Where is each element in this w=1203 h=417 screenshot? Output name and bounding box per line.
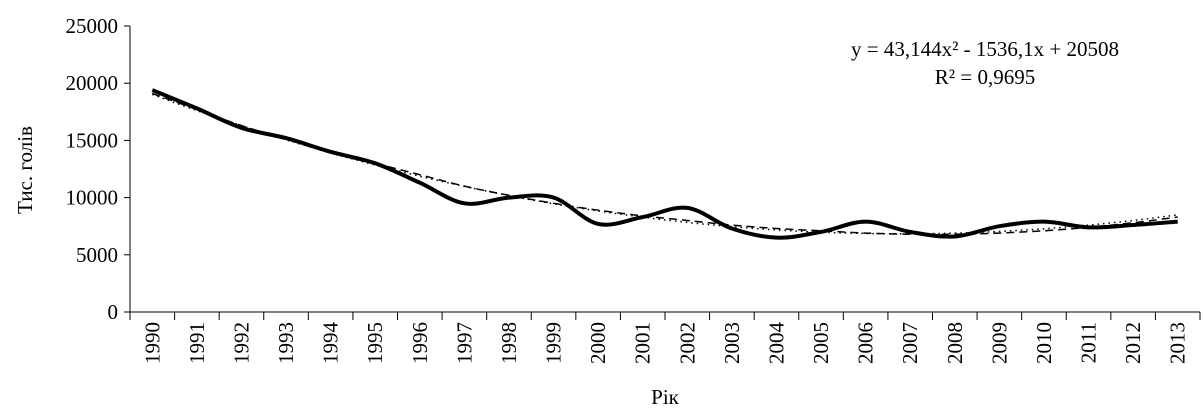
x-tick-label: 2010 [1032,322,1056,364]
x-tick-label: 2007 [898,322,922,364]
x-tick-label: 1996 [408,322,432,364]
x-tick-label: 1992 [229,322,253,364]
y-tick-label: 0 [108,300,119,324]
x-tick-label: 2003 [720,322,744,364]
x-tick-label: 2009 [987,322,1011,364]
y-tick-label: 5000 [76,243,118,267]
x-tick-label: 2013 [1166,322,1190,364]
x-tick-label: 1997 [452,322,476,364]
x-tick-label: 1990 [140,322,164,364]
x-tick-label: 2011 [1077,322,1101,363]
x-tick-label: 1995 [363,322,387,364]
x-tick-label: 2005 [809,322,833,364]
x-tick-label: 1998 [497,322,521,364]
x-tick-label: 2012 [1121,322,1145,364]
y-axis-label: Тис. голів [13,126,37,214]
y-tick-label: 25000 [66,14,119,38]
y-tick-label: 20000 [66,71,119,95]
x-tick-label: 1993 [274,322,298,364]
x-tick-label: 2008 [943,322,967,364]
trend-line [152,92,1178,236]
x-tick-label: 2006 [854,322,878,364]
trend-equation: y = 43,144x² - 1536,1x + 20508 [851,37,1119,61]
x-tick-label: 2000 [586,322,610,364]
y-tick-label: 10000 [66,186,119,210]
x-axis-label: Рік [651,385,680,409]
x-tick-label: 1991 [185,322,209,364]
data-line [151,88,1178,240]
trend-r-squared: R² = 0,9695 [935,65,1035,89]
y-tick-label: 15000 [66,128,119,152]
x-tick-label: 2004 [764,322,788,365]
x-tick-label: 1999 [542,322,566,364]
x-tick-label: 1994 [319,322,343,365]
trend-line [152,93,1178,235]
x-tick-label: 2002 [675,322,699,364]
x-tick-label: 2001 [631,322,655,364]
